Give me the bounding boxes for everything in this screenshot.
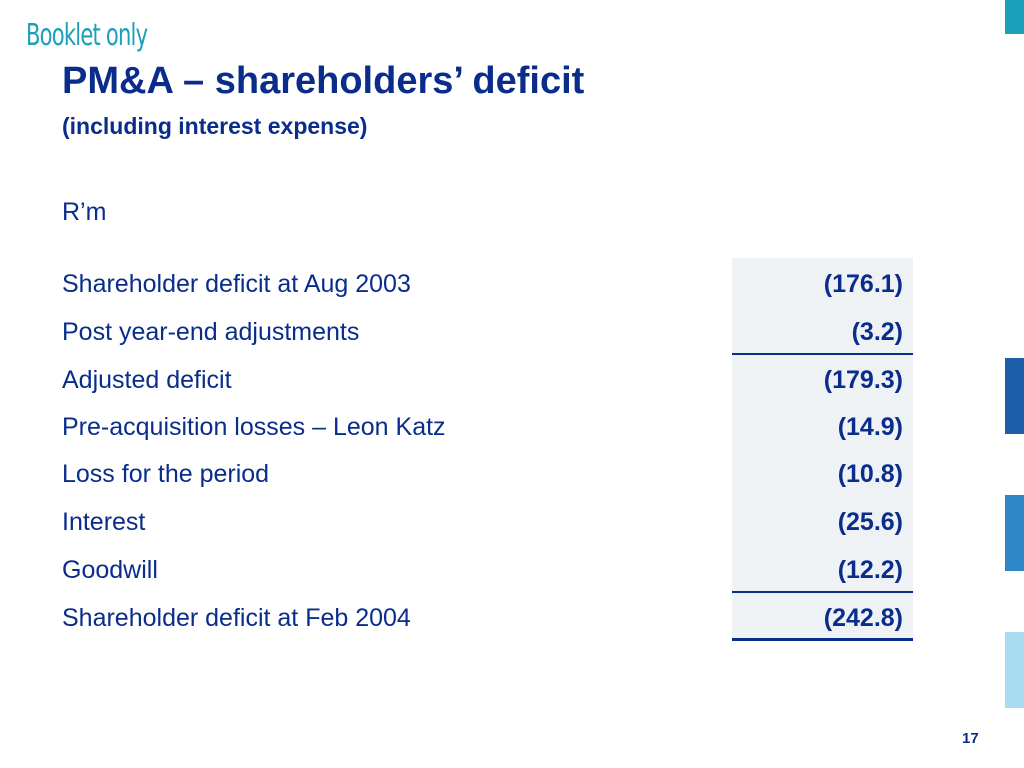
- table-row: Shareholder deficit at Feb 2004 (242.8): [62, 598, 903, 638]
- row-label: Adjusted deficit: [62, 365, 232, 394]
- table-row: Pre-acquisition losses – Leon Katz (14.9…: [62, 407, 903, 447]
- row-value: (179.3): [823, 365, 903, 394]
- row-value: (10.8): [837, 459, 903, 488]
- row-label: Interest: [62, 507, 146, 536]
- row-value: (3.2): [851, 317, 903, 346]
- table-row: Adjusted deficit (179.3): [62, 360, 903, 400]
- page-number: 17: [962, 730, 979, 747]
- page-subtitle: (including interest expense): [62, 113, 368, 139]
- page-title: PM&A – shareholders’ deficit: [62, 60, 585, 102]
- side-accent-bar: [1005, 632, 1024, 708]
- total-rule: [732, 591, 913, 593]
- row-value: (14.9): [837, 412, 903, 441]
- side-accent-bar: [1005, 0, 1024, 34]
- table-row: Post year-end adjustments (3.2): [62, 312, 903, 352]
- table-row: Shareholder deficit at Aug 2003 (176.1): [62, 264, 903, 304]
- value-column-background: [732, 258, 913, 638]
- table-row: Interest (25.6): [62, 502, 903, 542]
- row-label: Goodwill: [62, 555, 158, 584]
- row-value: (25.6): [837, 507, 903, 536]
- row-value: (176.1): [823, 269, 903, 298]
- table-row: Goodwill (12.2): [62, 550, 903, 590]
- row-value: (242.8): [823, 603, 903, 632]
- row-label: Loss for the period: [62, 459, 270, 488]
- unit-label: R’m: [62, 198, 107, 226]
- subtotal-rule: [732, 353, 913, 355]
- row-label: Post year-end adjustments: [62, 317, 360, 346]
- total-underline: [732, 638, 913, 641]
- table-row: Loss for the period (10.8): [62, 454, 903, 494]
- row-label: Shareholder deficit at Feb 2004: [62, 603, 411, 632]
- row-label: Pre-acquisition losses – Leon Katz: [62, 412, 446, 441]
- row-value: (12.2): [837, 555, 903, 584]
- booklet-only-stamp: Booklet only: [26, 18, 148, 53]
- side-accent-bar: [1005, 358, 1024, 434]
- row-label: Shareholder deficit at Aug 2003: [62, 269, 411, 298]
- side-accent-bar: [1005, 495, 1024, 571]
